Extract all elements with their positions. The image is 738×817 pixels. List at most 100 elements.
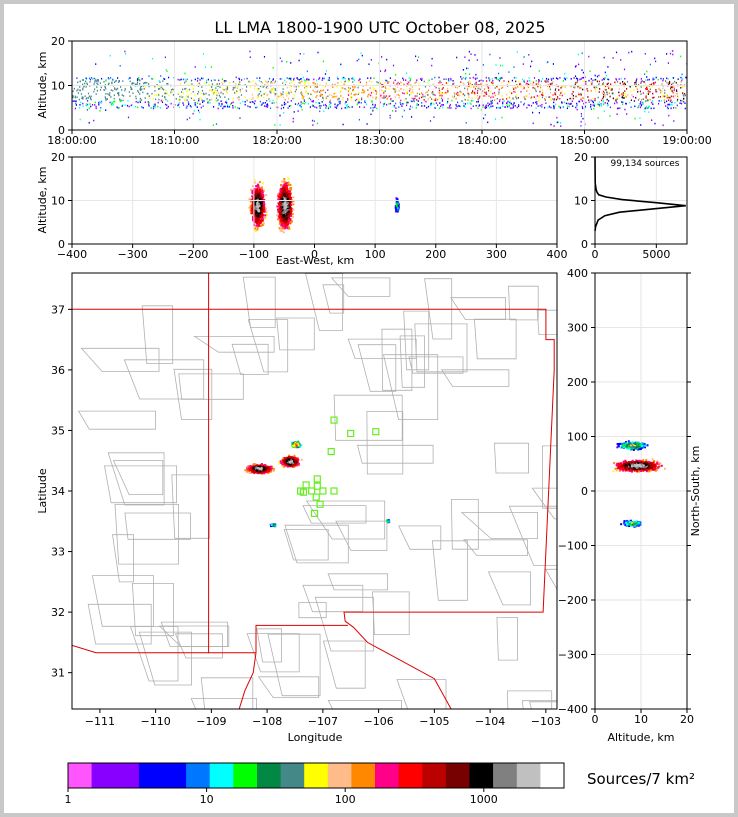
time-height-source	[580, 113, 582, 115]
time-height-source	[344, 107, 346, 109]
time-height-source	[412, 88, 414, 91]
time-height-source	[646, 86, 649, 88]
east-west-source	[261, 217, 264, 220]
time-height-source	[525, 95, 527, 98]
time-height-source	[651, 86, 653, 88]
time-height-source	[680, 87, 682, 89]
time-height-source	[670, 87, 672, 90]
east-west-source	[397, 207, 400, 210]
time-height-source	[538, 99, 540, 102]
time-height-source	[198, 98, 200, 100]
time-height-source	[402, 103, 404, 105]
time-height-source	[602, 83, 604, 85]
time-height-source	[552, 81, 554, 83]
plan-view-source	[253, 472, 256, 475]
time-height-source	[141, 88, 143, 91]
time-height-source	[681, 100, 683, 102]
time-height-source	[598, 83, 600, 85]
time-height-source	[490, 101, 492, 103]
county-boundary	[256, 628, 282, 663]
time-height-source	[538, 80, 540, 82]
time-height-source	[475, 73, 477, 76]
time-height-source	[270, 90, 272, 92]
east-west-source	[279, 198, 282, 201]
county-boundary	[129, 626, 179, 682]
time-height-source	[168, 94, 170, 97]
time-height-source	[450, 107, 452, 109]
time-height-source	[491, 99, 493, 102]
time-height-source	[526, 83, 528, 85]
east-west-xtick: 100	[365, 248, 386, 261]
time-height-source	[573, 77, 575, 79]
time-height-frame	[71, 40, 688, 131]
time-height-source	[199, 97, 201, 100]
time-height-source	[81, 96, 83, 98]
time-height-source	[232, 88, 234, 91]
time-height-source	[82, 96, 84, 99]
time-height-source	[74, 107, 76, 110]
time-height-source	[305, 90, 307, 92]
time-height-source	[573, 86, 575, 89]
time-height-source	[623, 97, 625, 99]
time-height-source	[325, 83, 327, 86]
time-height-source	[332, 96, 334, 98]
time-height-source	[531, 81, 533, 83]
time-height-source	[85, 86, 87, 88]
time-height-source	[485, 92, 487, 94]
time-height-source	[319, 89, 322, 92]
time-height-source	[119, 65, 121, 67]
time-height-source	[143, 81, 146, 84]
time-height-source	[440, 93, 442, 96]
east-west-source	[287, 213, 290, 216]
plan-view-source	[262, 465, 265, 468]
east-west-source	[278, 211, 281, 214]
east-west-source	[280, 212, 283, 215]
time-height-source	[604, 86, 606, 88]
time-height-source	[463, 98, 465, 101]
time-height-source	[375, 93, 377, 95]
time-height-source	[394, 91, 396, 93]
time-height-source	[684, 107, 686, 110]
time-height-source	[680, 99, 682, 102]
county-boundary	[431, 540, 468, 601]
time-height-source	[604, 95, 606, 98]
time-height-source	[180, 78, 182, 81]
time-height-source	[517, 86, 519, 88]
time-height-source	[380, 93, 382, 96]
time-height-source	[407, 101, 409, 104]
east-west-source	[283, 207, 286, 210]
east-west-source	[257, 194, 260, 197]
time-height-source	[468, 83, 470, 85]
time-height-source	[165, 89, 167, 91]
east-west-source	[279, 229, 282, 232]
time-height-source	[528, 77, 530, 79]
time-height-source	[622, 83, 624, 85]
time-height-source	[211, 83, 214, 85]
time-height-source	[321, 101, 323, 103]
time-height-source	[664, 95, 666, 98]
time-height-source	[595, 86, 597, 89]
east-west-source	[286, 227, 289, 230]
time-height-source	[386, 103, 388, 106]
time-height-source	[560, 87, 562, 89]
time-height-source	[311, 119, 314, 122]
time-height-source	[554, 89, 556, 91]
time-height-source	[631, 94, 633, 96]
time-height-source	[570, 97, 572, 100]
plan-view-source	[249, 468, 252, 471]
time-height-source	[516, 51, 518, 53]
time-height-source	[337, 78, 339, 80]
time-height-source	[279, 92, 281, 94]
time-height-source	[499, 98, 501, 101]
time-height-source	[636, 88, 638, 91]
time-height-source	[214, 99, 216, 102]
time-height-source	[250, 81, 252, 84]
time-height-source	[623, 68, 626, 71]
time-height-source	[413, 98, 415, 100]
time-height-source	[629, 85, 631, 88]
time-height-source	[135, 83, 137, 86]
time-height-source	[165, 68, 167, 71]
time-height-source	[569, 103, 571, 105]
time-height-source	[315, 96, 317, 99]
time-height-source	[335, 92, 337, 94]
